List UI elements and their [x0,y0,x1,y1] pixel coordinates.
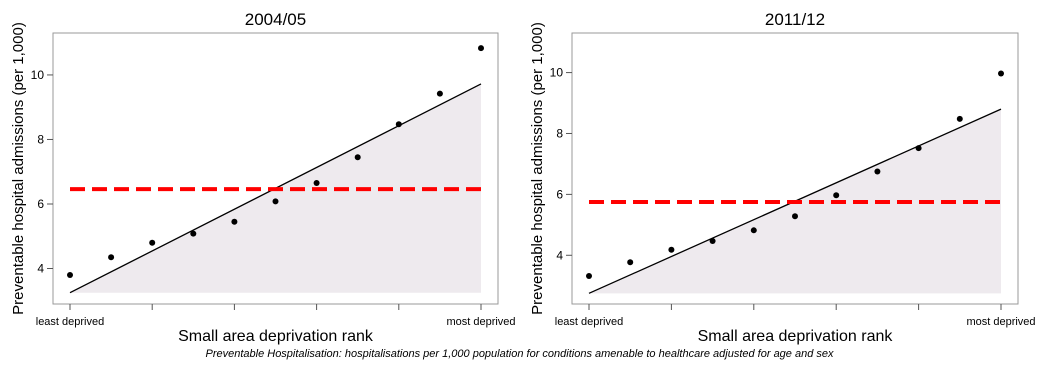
y-axis-label: Preventable hospital admissions (per 1,0… [529,22,546,315]
plot-frame [52,32,499,305]
y-tick-label: 10 [31,68,45,82]
data-point [67,271,73,278]
data-point [478,45,484,52]
data-point [998,70,1004,77]
data-point [792,213,798,220]
x-tick-label-right: most deprived [966,316,1035,328]
data-point [956,115,963,122]
y-tick-label: 8 [556,126,563,140]
y-tick-label: 8 [37,132,44,146]
data-point [190,230,197,237]
data-point [149,239,156,246]
y-tick-label: 6 [556,187,563,201]
data-point [313,180,320,187]
x-tick-label-right: most deprived [446,316,515,328]
data-point [108,254,115,261]
plot-frame [571,32,1019,305]
data-point [354,154,361,161]
data-point [709,237,716,244]
data-point [395,121,402,128]
x-axis-label: Small area deprivation rank [178,328,374,345]
x-tick-label-left: least deprived [36,316,105,328]
y-axis-label: Preventable hospital admissions (per 1,0… [10,22,27,315]
x-tick-label-left: least deprived [555,316,624,328]
data-point [915,145,922,152]
chart-title: 2011/12 [765,10,825,29]
data-point [436,90,443,97]
x-axis-label: Small area deprivation rank [698,328,894,345]
chart-panel-1: 4 6 8 10 least deprived most deprived 2004/05 S… [10,10,516,345]
y-tick-label: 10 [550,66,564,80]
y-tick-label: 4 [37,262,44,276]
data-point [627,259,634,266]
data-point [874,168,881,175]
data-point [833,192,840,199]
data-point [586,272,592,279]
y-tick-label: 6 [37,197,44,211]
trend-shade [70,83,481,293]
y-tick-label: 4 [556,248,563,262]
chart-panel-2: 4 6 8 10 least deprived most deprived 2011/12 S… [529,10,1036,345]
data-point [272,198,279,205]
data-point [668,246,675,253]
data-point [231,218,238,225]
data-point [750,227,757,234]
figure-caption: Preventable Hospitalisation: hospitalisa… [205,348,834,360]
chart-title: 2004/05 [245,10,306,29]
